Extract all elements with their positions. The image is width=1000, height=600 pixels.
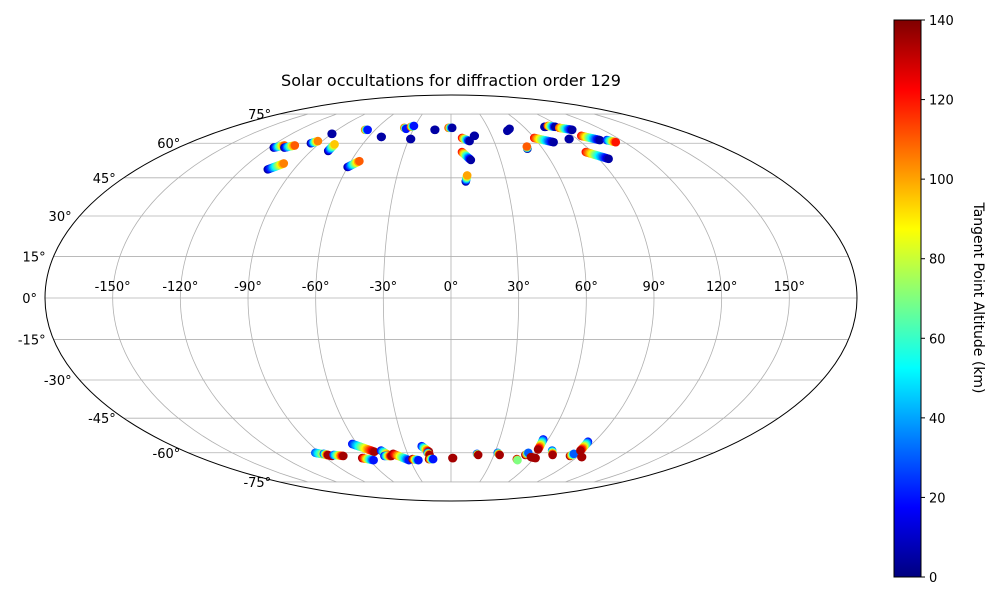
occultation-point xyxy=(369,455,378,465)
lat-tick-label: -30° xyxy=(44,374,72,389)
occultation-point xyxy=(355,156,364,166)
occultation-point xyxy=(565,134,574,144)
lon-tick-label: 120° xyxy=(706,280,737,295)
lon-tick-label: 150° xyxy=(774,280,805,295)
colorbar-tick-label: 60 xyxy=(929,332,946,347)
occultation-point xyxy=(370,447,379,456)
occultation-point xyxy=(448,453,458,463)
lon-tick-label: 60° xyxy=(575,280,598,295)
lon-tick-label: 30° xyxy=(507,280,530,295)
lat-tick-label: 60° xyxy=(157,137,180,152)
chart-title: Solar occultations for diffraction order… xyxy=(281,71,621,90)
occultation-point xyxy=(447,123,457,133)
graticule xyxy=(45,113,857,483)
tick-labels: -150° -120° -90° -60° -30° 0° 30° 60° 90° 120° 150… xyxy=(18,108,805,491)
occultation-point xyxy=(513,455,522,465)
occultation-point xyxy=(604,154,613,164)
lat-tick-label: -60° xyxy=(153,447,181,462)
occultation-point xyxy=(377,132,387,142)
occultation-point xyxy=(409,121,419,131)
occultation-point xyxy=(462,171,472,180)
lon-tick-label: -30° xyxy=(369,280,397,295)
lon-tick-label: -150° xyxy=(95,280,131,295)
map-plot-area: -150° -120° -90° -60° -30° 0° 30° 60° 90° 120° 150… xyxy=(18,94,858,502)
map-outline xyxy=(44,94,858,502)
occultation-point xyxy=(470,131,480,141)
lon-tick-label: -120° xyxy=(162,280,198,295)
lat-tick-label: 0° xyxy=(22,292,37,307)
occultation-point xyxy=(330,140,339,149)
occultation-point xyxy=(406,134,416,144)
occultation-point xyxy=(430,125,440,135)
lat-tick-label: 45° xyxy=(93,172,116,187)
occultation-point xyxy=(466,155,476,165)
occultation-point xyxy=(495,450,504,460)
occultation-point xyxy=(531,453,540,463)
lat-tick-label: 15° xyxy=(23,250,46,265)
occultation-point xyxy=(414,455,423,465)
occultation-point xyxy=(473,450,483,460)
colorbar-gradient xyxy=(893,19,922,578)
occultation-point xyxy=(569,449,579,459)
colorbar-tick-label: 120 xyxy=(929,94,954,109)
lat-tick-label: 75° xyxy=(248,108,271,123)
lon-tick-label: 90° xyxy=(642,280,665,295)
occultation-point xyxy=(313,136,323,146)
occultation-point xyxy=(428,454,438,464)
occultation-point xyxy=(577,452,587,462)
occultation-point xyxy=(595,135,605,145)
colorbar-tick-label: 40 xyxy=(929,412,946,427)
colorbar-ticks: 0 20 40 60 80 100 120 140 xyxy=(921,14,954,586)
lat-tick-label: -75° xyxy=(243,476,271,491)
occultation-point xyxy=(549,137,558,147)
occultation-point xyxy=(279,159,289,168)
occultation-point xyxy=(339,451,348,461)
lon-tick-label: -90° xyxy=(234,280,262,295)
colorbar-tick-label: 20 xyxy=(929,491,946,506)
colorbar-tick-label: 100 xyxy=(929,173,954,188)
occultation-point xyxy=(548,450,557,460)
lon-tick-label: 0° xyxy=(444,280,459,295)
colorbar-tick-label: 140 xyxy=(929,14,954,29)
occultation-point xyxy=(567,125,577,135)
occultation-point xyxy=(505,124,514,134)
occultation-points xyxy=(263,121,621,465)
colorbar-label: Tangent Point Altitude (km) xyxy=(970,201,986,393)
colorbar-tick-label: 0 xyxy=(929,571,937,586)
lat-tick-label: -15° xyxy=(18,334,46,349)
occultation-point xyxy=(290,141,300,150)
occultation-point xyxy=(363,125,372,135)
occultation-point xyxy=(533,445,543,454)
occultation-point xyxy=(522,142,532,151)
colorbar-tick-label: 80 xyxy=(929,253,946,268)
occultation-point xyxy=(327,129,337,139)
lon-tick-label: -60° xyxy=(302,280,330,295)
colorbar: 0 20 40 60 80 100 120 140 Tangent Point Altitud… xyxy=(893,14,986,586)
occultation-point xyxy=(611,137,621,147)
lat-tick-label: -45° xyxy=(88,412,116,427)
lat-tick-label: 30° xyxy=(49,210,72,225)
